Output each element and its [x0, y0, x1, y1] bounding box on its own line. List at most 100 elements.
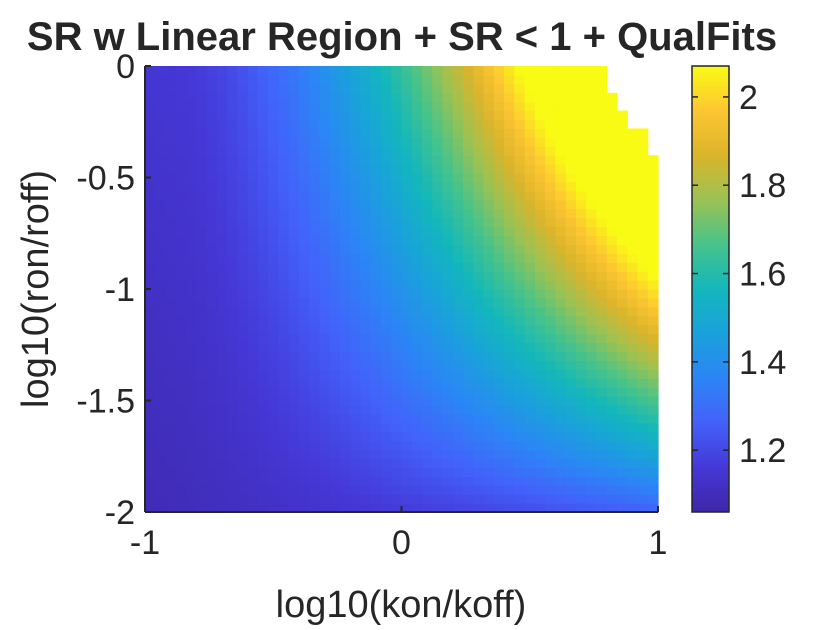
heatmap-cell — [411, 360, 423, 370]
heatmap-cell — [504, 101, 515, 112]
heatmap-cell — [647, 244, 659, 254]
heatmap-cell — [432, 360, 444, 370]
heatmap-cell — [360, 458, 372, 468]
heatmap-cell — [155, 155, 167, 165]
heatmap-cell — [196, 110, 208, 121]
heatmap-cell — [473, 208, 485, 219]
heatmap-cell — [637, 297, 649, 308]
heatmap-cell — [360, 146, 372, 156]
heatmap-cell — [186, 173, 197, 183]
heatmap-cell — [637, 164, 649, 174]
heatmap-cell — [422, 92, 433, 103]
heatmap-cell — [145, 101, 156, 112]
heatmap-cell — [155, 92, 167, 103]
heatmap-cell — [493, 217, 505, 228]
heatmap-cell — [350, 458, 362, 468]
heatmap-cell — [247, 235, 259, 245]
heatmap-cell — [545, 235, 556, 245]
heatmap-cell — [196, 387, 208, 397]
heatmap-cell — [422, 74, 433, 85]
heatmap-cell — [432, 271, 444, 281]
heatmap-cell — [298, 422, 310, 433]
heatmap-cell — [616, 119, 628, 130]
heatmap-cell — [647, 440, 659, 451]
heatmap-cell — [545, 387, 556, 397]
heatmap-cell — [155, 190, 167, 201]
heatmap-cell — [278, 315, 290, 326]
heatmap-cell — [442, 83, 454, 94]
heatmap-cell — [637, 387, 649, 397]
heatmap-cell — [319, 458, 331, 468]
heatmap-cell — [288, 449, 300, 460]
heatmap-cell — [411, 404, 423, 415]
heatmap-cell — [339, 289, 351, 299]
heatmap-cell — [175, 217, 187, 228]
heatmap-cell — [206, 369, 218, 379]
heatmap-cell — [237, 226, 249, 237]
heatmap-cell — [247, 387, 259, 397]
heatmap-cell — [565, 494, 577, 504]
heatmap-cell — [504, 485, 515, 495]
heatmap-cell — [483, 449, 495, 460]
heatmap-cell — [442, 467, 454, 477]
heatmap-cell — [155, 494, 167, 504]
heatmap-cell — [545, 476, 556, 486]
heatmap-cell — [524, 378, 536, 388]
heatmap-cell — [175, 404, 187, 415]
heatmap-cell — [596, 83, 608, 94]
heatmap-cell — [380, 369, 392, 379]
heatmap-cell — [329, 404, 341, 415]
heatmap-cell — [360, 253, 372, 263]
heatmap-cell — [268, 449, 279, 460]
heatmap-cell — [247, 485, 259, 495]
heatmap-cell — [175, 128, 187, 138]
heatmap-cell — [647, 173, 659, 183]
heatmap-cell — [380, 92, 392, 103]
heatmap-cell — [380, 110, 392, 121]
heatmap-cell — [155, 146, 167, 156]
heatmap-cell — [432, 351, 444, 361]
heatmap-cell — [627, 164, 639, 174]
heatmap-cell — [309, 208, 321, 219]
heatmap-cell — [647, 494, 659, 504]
heatmap-cell — [339, 315, 351, 326]
heatmap-cell — [186, 369, 197, 379]
heatmap-cell — [401, 351, 413, 361]
x-axis-label: log10(kon/koff) — [276, 584, 527, 626]
heatmap-cell — [616, 458, 628, 468]
heatmap-cell — [452, 378, 464, 388]
heatmap-cell — [422, 404, 433, 415]
heatmap-cell — [616, 235, 628, 245]
heatmap-cell — [196, 404, 208, 415]
heatmap-cell — [329, 66, 341, 76]
heatmap-cell — [627, 449, 639, 460]
heatmap-cell — [391, 190, 403, 201]
heatmap-cell — [401, 244, 413, 254]
heatmap-cell — [411, 262, 423, 272]
heatmap-cell — [442, 289, 454, 299]
heatmap-cell — [596, 494, 608, 504]
heatmap-cell — [452, 449, 464, 460]
heatmap-cell — [380, 351, 392, 361]
heatmap-cell — [606, 467, 618, 477]
heatmap-cell — [339, 128, 351, 138]
heatmap-cell — [555, 181, 567, 192]
heatmap-cell — [278, 404, 290, 415]
heatmap-cell — [483, 315, 495, 326]
heatmap — [145, 66, 659, 513]
heatmap-cell — [504, 199, 515, 210]
heatmap-cell — [565, 101, 577, 112]
heatmap-cell — [596, 315, 608, 326]
heatmap-cell — [196, 413, 208, 424]
heatmap-cell — [442, 458, 454, 468]
heatmap-cell — [463, 253, 474, 263]
heatmap-cell — [319, 146, 331, 156]
heatmap-cell — [555, 324, 567, 335]
heatmap-cell — [514, 440, 526, 451]
heatmap-cell — [606, 208, 618, 219]
heatmap-cell — [196, 467, 208, 477]
heatmap-cell — [237, 413, 249, 424]
heatmap-cell — [227, 342, 238, 353]
heatmap-cell — [227, 404, 238, 415]
heatmap-cell — [545, 440, 556, 451]
